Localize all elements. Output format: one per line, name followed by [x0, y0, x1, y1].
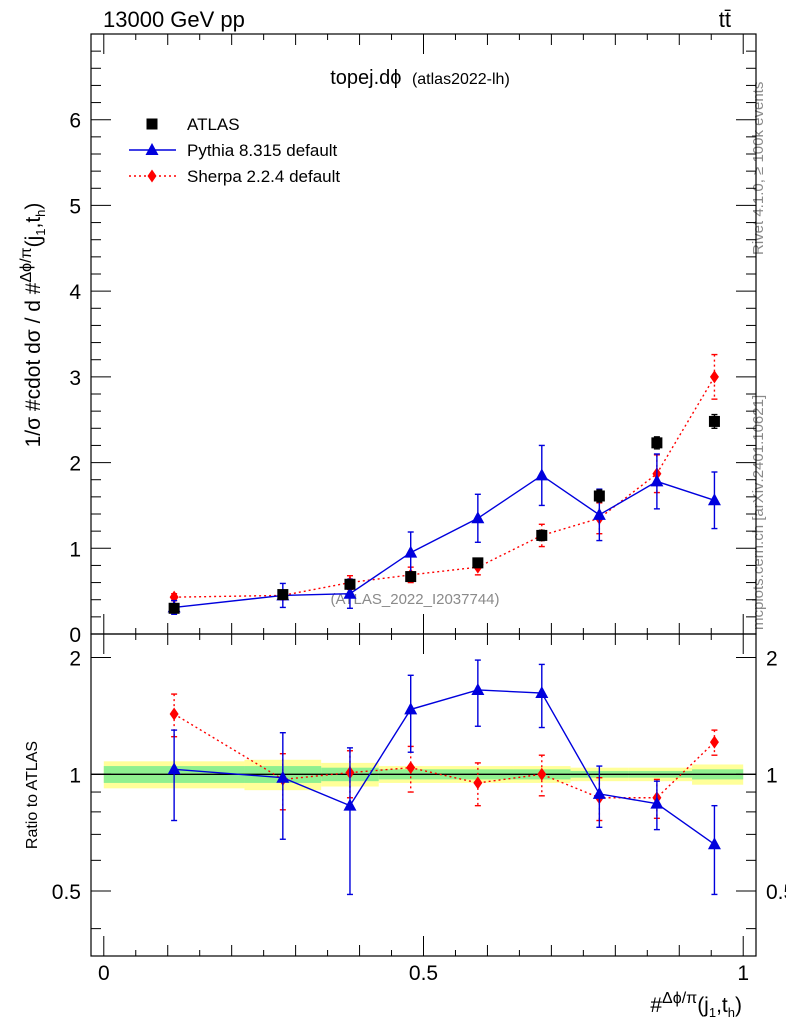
legend: ATLAS Pythia 8.315 default Sherpa 2.2.4 de…: [129, 115, 340, 186]
main-panel: 0 1 2 3 4 5 6 topej.dϕ (atlas2022-lh) (ATLAS_2…: [69, 33, 757, 647]
main-ylabel: 1/σ #cdot dσ / d #Δϕ/π(j1,th): [18, 203, 48, 448]
process-label: tt̄: [719, 7, 731, 32]
ratio-xtick-label: 0.5: [409, 962, 438, 985]
main-axis-ticks: 0 1 2 3 4 5 6: [69, 33, 756, 647]
xlabel-sub1: 1: [709, 1005, 716, 1020]
ratio-ytick-label-right: 1: [766, 764, 778, 787]
legend-atlas-marker: [146, 118, 158, 130]
ratio-sherpa-point: [406, 761, 416, 775]
ratio-xtick-label: 0: [98, 962, 110, 985]
ylabel-frac: Δϕ/π: [18, 247, 35, 282]
ratio-pythia-point: [167, 762, 181, 775]
energy-label: 13000 GeV pp: [103, 7, 245, 32]
ratio-pythia-point: [404, 702, 418, 715]
main-atlas-point: [708, 415, 720, 427]
ratio-ytick-label-left: 1: [69, 764, 81, 787]
ylabel-args: (j: [22, 236, 45, 248]
ratio-ytick-label-left: 2: [69, 648, 81, 671]
xlabel-frac: Δϕ/π: [662, 990, 697, 1007]
ratio-sherpa-point: [169, 707, 179, 721]
main-sherpa-line: [174, 376, 716, 598]
ratio-sherpa-point: [709, 735, 719, 749]
ratio-ylabel: Ratio to ATLAS: [24, 741, 41, 849]
ylabel-sub1: 1: [33, 229, 48, 236]
ratio-pythia-point: [276, 770, 290, 783]
xlabel: #Δϕ/π(j1,th): [650, 990, 742, 1020]
xlabel-comma: ,t: [716, 994, 728, 1017]
ylabel-comma: ,t: [22, 217, 45, 229]
ratio-ytick-label-right: 2: [766, 648, 778, 671]
legend-atlas-label: ATLAS: [187, 115, 240, 134]
ratio-sherpa-point: [537, 767, 547, 781]
watermark-label: (ATLAS_2022_I2037744): [330, 591, 499, 608]
ratio-sherpa-point: [473, 776, 483, 790]
main-sherpa-point: [709, 370, 719, 384]
ratio-ytick-label-left: 0.5: [52, 881, 81, 904]
main-pythia-point: [707, 493, 721, 506]
ratio-data: [167, 659, 721, 896]
main-pythia-point: [471, 511, 485, 524]
plot-title-main: topej.dϕ: [330, 67, 401, 89]
ratio-axis-ticks: 0.5 0.5 1 1 2 2 0 0.5 1: [52, 634, 786, 985]
ratio-pythia-point: [650, 796, 664, 809]
ratio-pythia-point: [471, 682, 485, 695]
main-atlas-point: [472, 557, 484, 569]
main-atlas-point: [344, 578, 356, 590]
ylabel-sub2: h: [33, 210, 48, 217]
main-data: [167, 353, 721, 615]
main-ytick-label: 2: [69, 453, 81, 476]
ylabel-prefix: 1/σ #cdot dσ / d #: [22, 282, 45, 447]
main-atlas-point: [405, 571, 417, 583]
main-atlas-point: [593, 490, 605, 502]
ylabel-close: ): [22, 203, 45, 210]
main-pythia-point: [343, 586, 357, 599]
rivet-label: Rivet 4.1.0, ≥ 100k events: [750, 82, 767, 255]
main-pythia-point: [650, 474, 664, 487]
main-ytick-label: 0: [69, 624, 81, 647]
xlabel-args: (j: [697, 994, 709, 1017]
main-atlas-point: [168, 602, 180, 614]
xlabel-prefix: #: [650, 994, 662, 1017]
ratio-pythia-point: [707, 837, 721, 850]
main-ytick-label: 1: [69, 538, 81, 561]
ratio-pythia-point: [535, 686, 549, 699]
plot-title: topej.dϕ (atlas2022-lh): [330, 67, 510, 89]
main-ytick-label: 5: [69, 195, 81, 218]
plot-title-suffix: (atlas2022-lh): [412, 71, 510, 88]
main-ytick-label: 6: [69, 110, 81, 133]
legend-sherpa-label: Sherpa 2.2.4 default: [187, 167, 340, 186]
main-pythia-line: [174, 474, 715, 609]
main-pythia-point: [535, 468, 549, 481]
main-ytick-label: 3: [69, 367, 81, 390]
ratio-bands: [103, 759, 744, 791]
legend-pythia-label: Pythia 8.315 default: [187, 141, 338, 160]
ratio-panel: 0.5 0.5 1 1 2 2 0 0.5 1: [52, 633, 786, 985]
ratio-pythia-point: [592, 786, 606, 799]
main-pythia-point: [592, 507, 606, 520]
ratio-pythia-point: [343, 798, 357, 811]
main-pythia-point: [404, 545, 418, 558]
main-atlas-point: [651, 437, 663, 449]
xlabel-close: ): [735, 994, 742, 1017]
main-atlas-point: [277, 589, 289, 601]
ratio-frame: [90, 633, 757, 957]
main-ytick-label: 4: [69, 281, 81, 304]
main-ylabel-text: 1/σ #cdot dσ / d #Δϕ/π(j1,th): [18, 203, 48, 448]
main-atlas-point: [536, 529, 548, 541]
ratio-ytick-label-right: 0.5: [766, 881, 786, 904]
mcplots-label: mcplots.cern.ch [arXiv:2401.10621]: [750, 395, 767, 630]
legend-sherpa-marker: [147, 169, 157, 183]
legend-pythia-marker: [145, 143, 159, 155]
xlabel-sub2: h: [728, 1005, 735, 1020]
ratio-xtick-label: 1: [737, 962, 749, 985]
